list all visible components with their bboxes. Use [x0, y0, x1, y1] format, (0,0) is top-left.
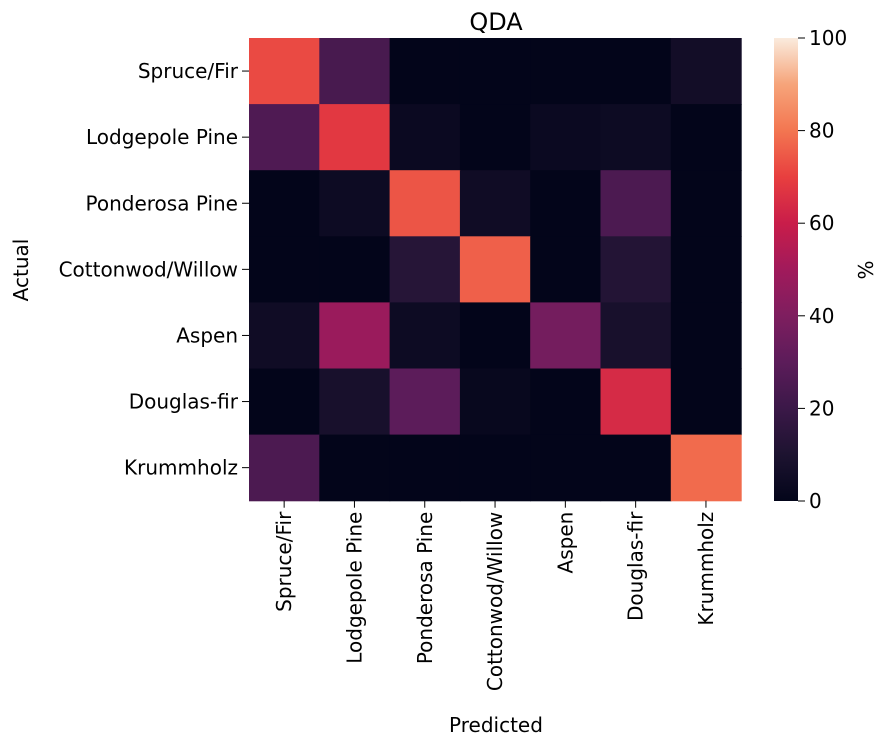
y-tick-label: Krummholz — [124, 456, 238, 480]
heatmap-cell — [249, 434, 320, 502]
heatmap-cell — [459, 170, 531, 237]
heatmap-cell — [459, 104, 531, 171]
heatmap-cell — [389, 170, 461, 237]
heatmap-cell — [600, 302, 672, 370]
heatmap-cell — [530, 368, 602, 436]
x-tick-label: Lodgepole Pine — [342, 512, 366, 664]
heatmap-cell — [249, 368, 320, 436]
heatmap-cell — [389, 38, 461, 105]
heatmap-cell — [600, 368, 672, 436]
heatmap-cell — [459, 236, 531, 303]
heatmap-cell — [249, 302, 320, 370]
colorbar-tick-label: 60 — [809, 211, 834, 235]
heatmap-cell — [319, 302, 391, 370]
x-tick-label: Aspen — [553, 512, 577, 574]
heatmap-cell — [319, 38, 391, 105]
heatmap-cell — [670, 368, 742, 436]
heatmap-cell — [670, 302, 742, 370]
y-tick-label: Spruce/Fir — [138, 59, 239, 83]
y-tick-label: Ponderosa Pine — [86, 191, 238, 215]
heatmap-cell — [530, 302, 602, 370]
heatmap-cell — [319, 104, 391, 171]
heatmap-cells — [249, 38, 742, 502]
colorbar-tick-label: 40 — [809, 304, 834, 328]
heatmap-cell — [670, 104, 742, 171]
heatmap-cell — [249, 38, 320, 105]
heatmap-cell — [319, 434, 391, 502]
heatmap-cell — [389, 368, 461, 436]
y-tick-label: Cottonwod/Willow — [59, 257, 238, 281]
colorbar-tick-label: 20 — [809, 396, 834, 420]
x-tick-label: Spruce/Fir — [272, 511, 296, 612]
x-tick-label: Krummholz — [694, 512, 718, 626]
heatmap-cell — [670, 170, 742, 237]
heatmap-cell — [600, 236, 672, 303]
heatmap-cell — [459, 434, 531, 502]
heatmap-cell — [600, 434, 672, 502]
x-axis-label: Predicted — [449, 713, 543, 737]
heatmap-cell — [530, 236, 602, 303]
x-tick-label: Douglas-fir — [624, 511, 648, 621]
x-tick-label: Cottonwod/Willow — [483, 512, 507, 691]
heatmap-cell — [530, 434, 602, 502]
heatmap-cell — [249, 170, 320, 237]
chart-title: QDA — [469, 8, 523, 36]
heatmap-cell — [670, 236, 742, 303]
colorbar-ticks: 0 20 40 60 80 100 — [798, 26, 847, 513]
colorbar: 0 20 40 60 80 100 % — [774, 26, 878, 513]
colorbar-label: % — [854, 260, 878, 279]
colorbar-tick-label: 0 — [809, 489, 822, 513]
heatmap-cell — [600, 104, 672, 171]
y-tick-label: Aspen — [176, 323, 238, 347]
y-axis-label: Actual — [9, 239, 33, 302]
y-tick-label: Douglas-fir — [129, 390, 239, 414]
colorbar-gradient — [774, 38, 798, 501]
heatmap-cell — [389, 302, 461, 370]
heatmap-cell — [249, 236, 320, 303]
heatmap-cell — [670, 434, 742, 502]
heatmap-cell — [389, 434, 461, 502]
x-tick-label: Ponderosa Pine — [413, 512, 437, 664]
heatmap-cell — [249, 104, 320, 171]
heatmap-cell — [389, 236, 461, 303]
colorbar-tick-label: 100 — [809, 26, 847, 50]
heatmap-cell — [600, 38, 672, 105]
heatmap-cell — [530, 38, 602, 105]
x-tick-labels: Spruce/Fir Lodgepole Pine Ponderosa Pine Co… — [272, 500, 718, 691]
heatmap-cell — [319, 368, 391, 436]
heatmap-cell — [319, 236, 391, 303]
heatmap-cell — [600, 170, 672, 237]
heatmap-cell — [389, 104, 461, 171]
heatmap-cell — [459, 368, 531, 436]
colorbar-tick-label: 80 — [809, 119, 834, 143]
heatmap-cell — [530, 170, 602, 237]
y-tick-labels: Spruce/Fir Lodgepole Pine Ponderosa Pine Co… — [59, 59, 249, 480]
heatmap-cell — [459, 302, 531, 370]
heatmap-cell — [530, 104, 602, 171]
heatmap-cell — [459, 38, 531, 105]
heatmap-cell — [670, 38, 742, 105]
heatmap-cell — [319, 170, 391, 237]
y-tick-label: Lodgepole Pine — [86, 125, 238, 149]
